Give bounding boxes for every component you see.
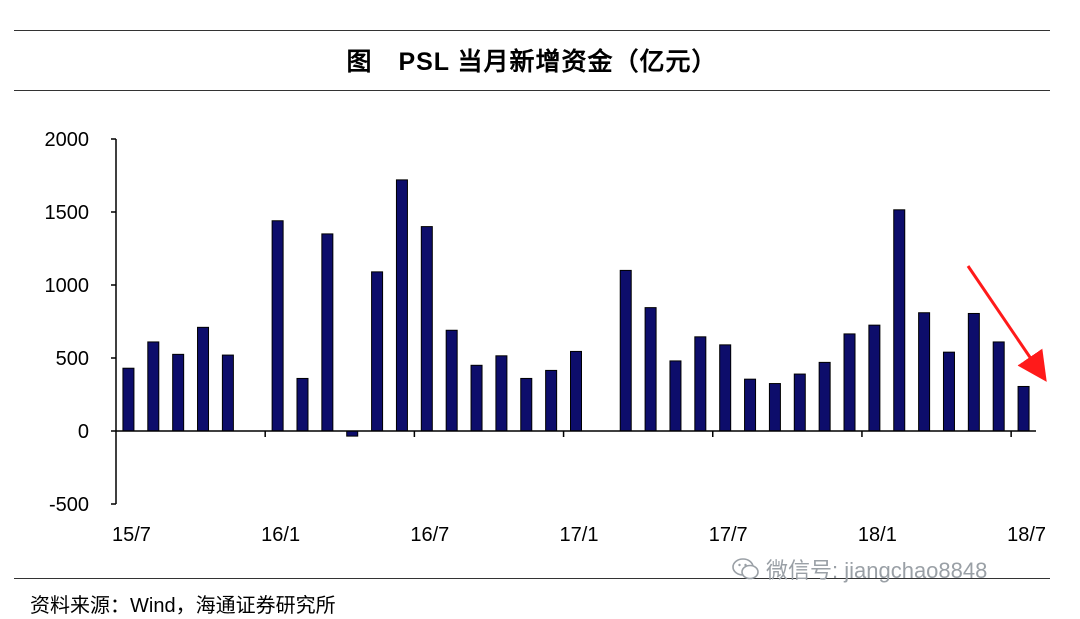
bar bbox=[793, 373, 806, 432]
bar bbox=[619, 269, 632, 432]
top-rule bbox=[14, 30, 1050, 31]
bar bbox=[918, 312, 931, 432]
bar bbox=[818, 361, 831, 432]
bar bbox=[868, 324, 881, 432]
bar bbox=[843, 333, 856, 432]
bar bbox=[719, 344, 732, 432]
title-rule bbox=[14, 90, 1050, 91]
bar bbox=[1017, 385, 1030, 432]
x-tick-label: 18/1 bbox=[858, 524, 897, 546]
trend-arrow bbox=[966, 265, 1047, 382]
source-note: 资料来源：Wind，海通证券研究所 bbox=[30, 595, 336, 617]
bar bbox=[967, 312, 980, 432]
bar bbox=[694, 336, 707, 432]
y-tick-label: 0 bbox=[78, 421, 89, 443]
y-tick-label: -500 bbox=[49, 494, 89, 516]
bar bbox=[520, 377, 533, 432]
bar bbox=[321, 233, 334, 432]
bar bbox=[197, 326, 210, 432]
bar bbox=[669, 360, 682, 432]
bar bbox=[768, 383, 781, 432]
x-tick-label: 16/7 bbox=[410, 524, 449, 546]
bar bbox=[942, 351, 955, 432]
watermark: 微信号: jiangchao8848 bbox=[732, 553, 987, 585]
bar bbox=[644, 307, 657, 432]
y-tick-label: 1000 bbox=[45, 275, 90, 297]
bar bbox=[122, 367, 135, 432]
x-tick-label: 16/1 bbox=[261, 524, 300, 546]
chart-title: 图 PSL 当月新增资金（亿元） bbox=[346, 48, 718, 76]
bar bbox=[395, 179, 408, 432]
x-tick-label: 18/7 bbox=[1007, 524, 1046, 546]
wechat-icon bbox=[732, 558, 759, 580]
bar bbox=[545, 369, 558, 432]
bar bbox=[893, 209, 906, 432]
y-tick-label: 2000 bbox=[45, 129, 90, 151]
bar-chart: 2000 1500 1000 500 0 -500 15/7 16/1 16/7 17/1 17/7… bbox=[45, 129, 1047, 546]
bar bbox=[992, 341, 1005, 432]
bar bbox=[346, 430, 359, 437]
y-tick-label: 500 bbox=[56, 348, 89, 370]
bar bbox=[371, 271, 384, 432]
bar bbox=[744, 378, 757, 432]
x-tick-label: 17/7 bbox=[709, 524, 748, 546]
bar bbox=[445, 329, 458, 432]
watermark-text: 微信号: jiangchao8848 bbox=[766, 558, 988, 583]
bottom-rule bbox=[14, 578, 1050, 579]
bar bbox=[420, 226, 433, 432]
bar bbox=[296, 377, 309, 432]
bar bbox=[271, 220, 284, 432]
bar bbox=[470, 364, 483, 432]
x-tick-label: 17/1 bbox=[560, 524, 599, 546]
bar bbox=[570, 350, 582, 432]
bar bbox=[147, 341, 160, 432]
x-tick-label: 15/7 bbox=[112, 524, 151, 546]
y-tick-label: 1500 bbox=[45, 202, 90, 224]
bar bbox=[495, 355, 508, 432]
bar bbox=[172, 353, 185, 432]
bar bbox=[221, 354, 234, 432]
